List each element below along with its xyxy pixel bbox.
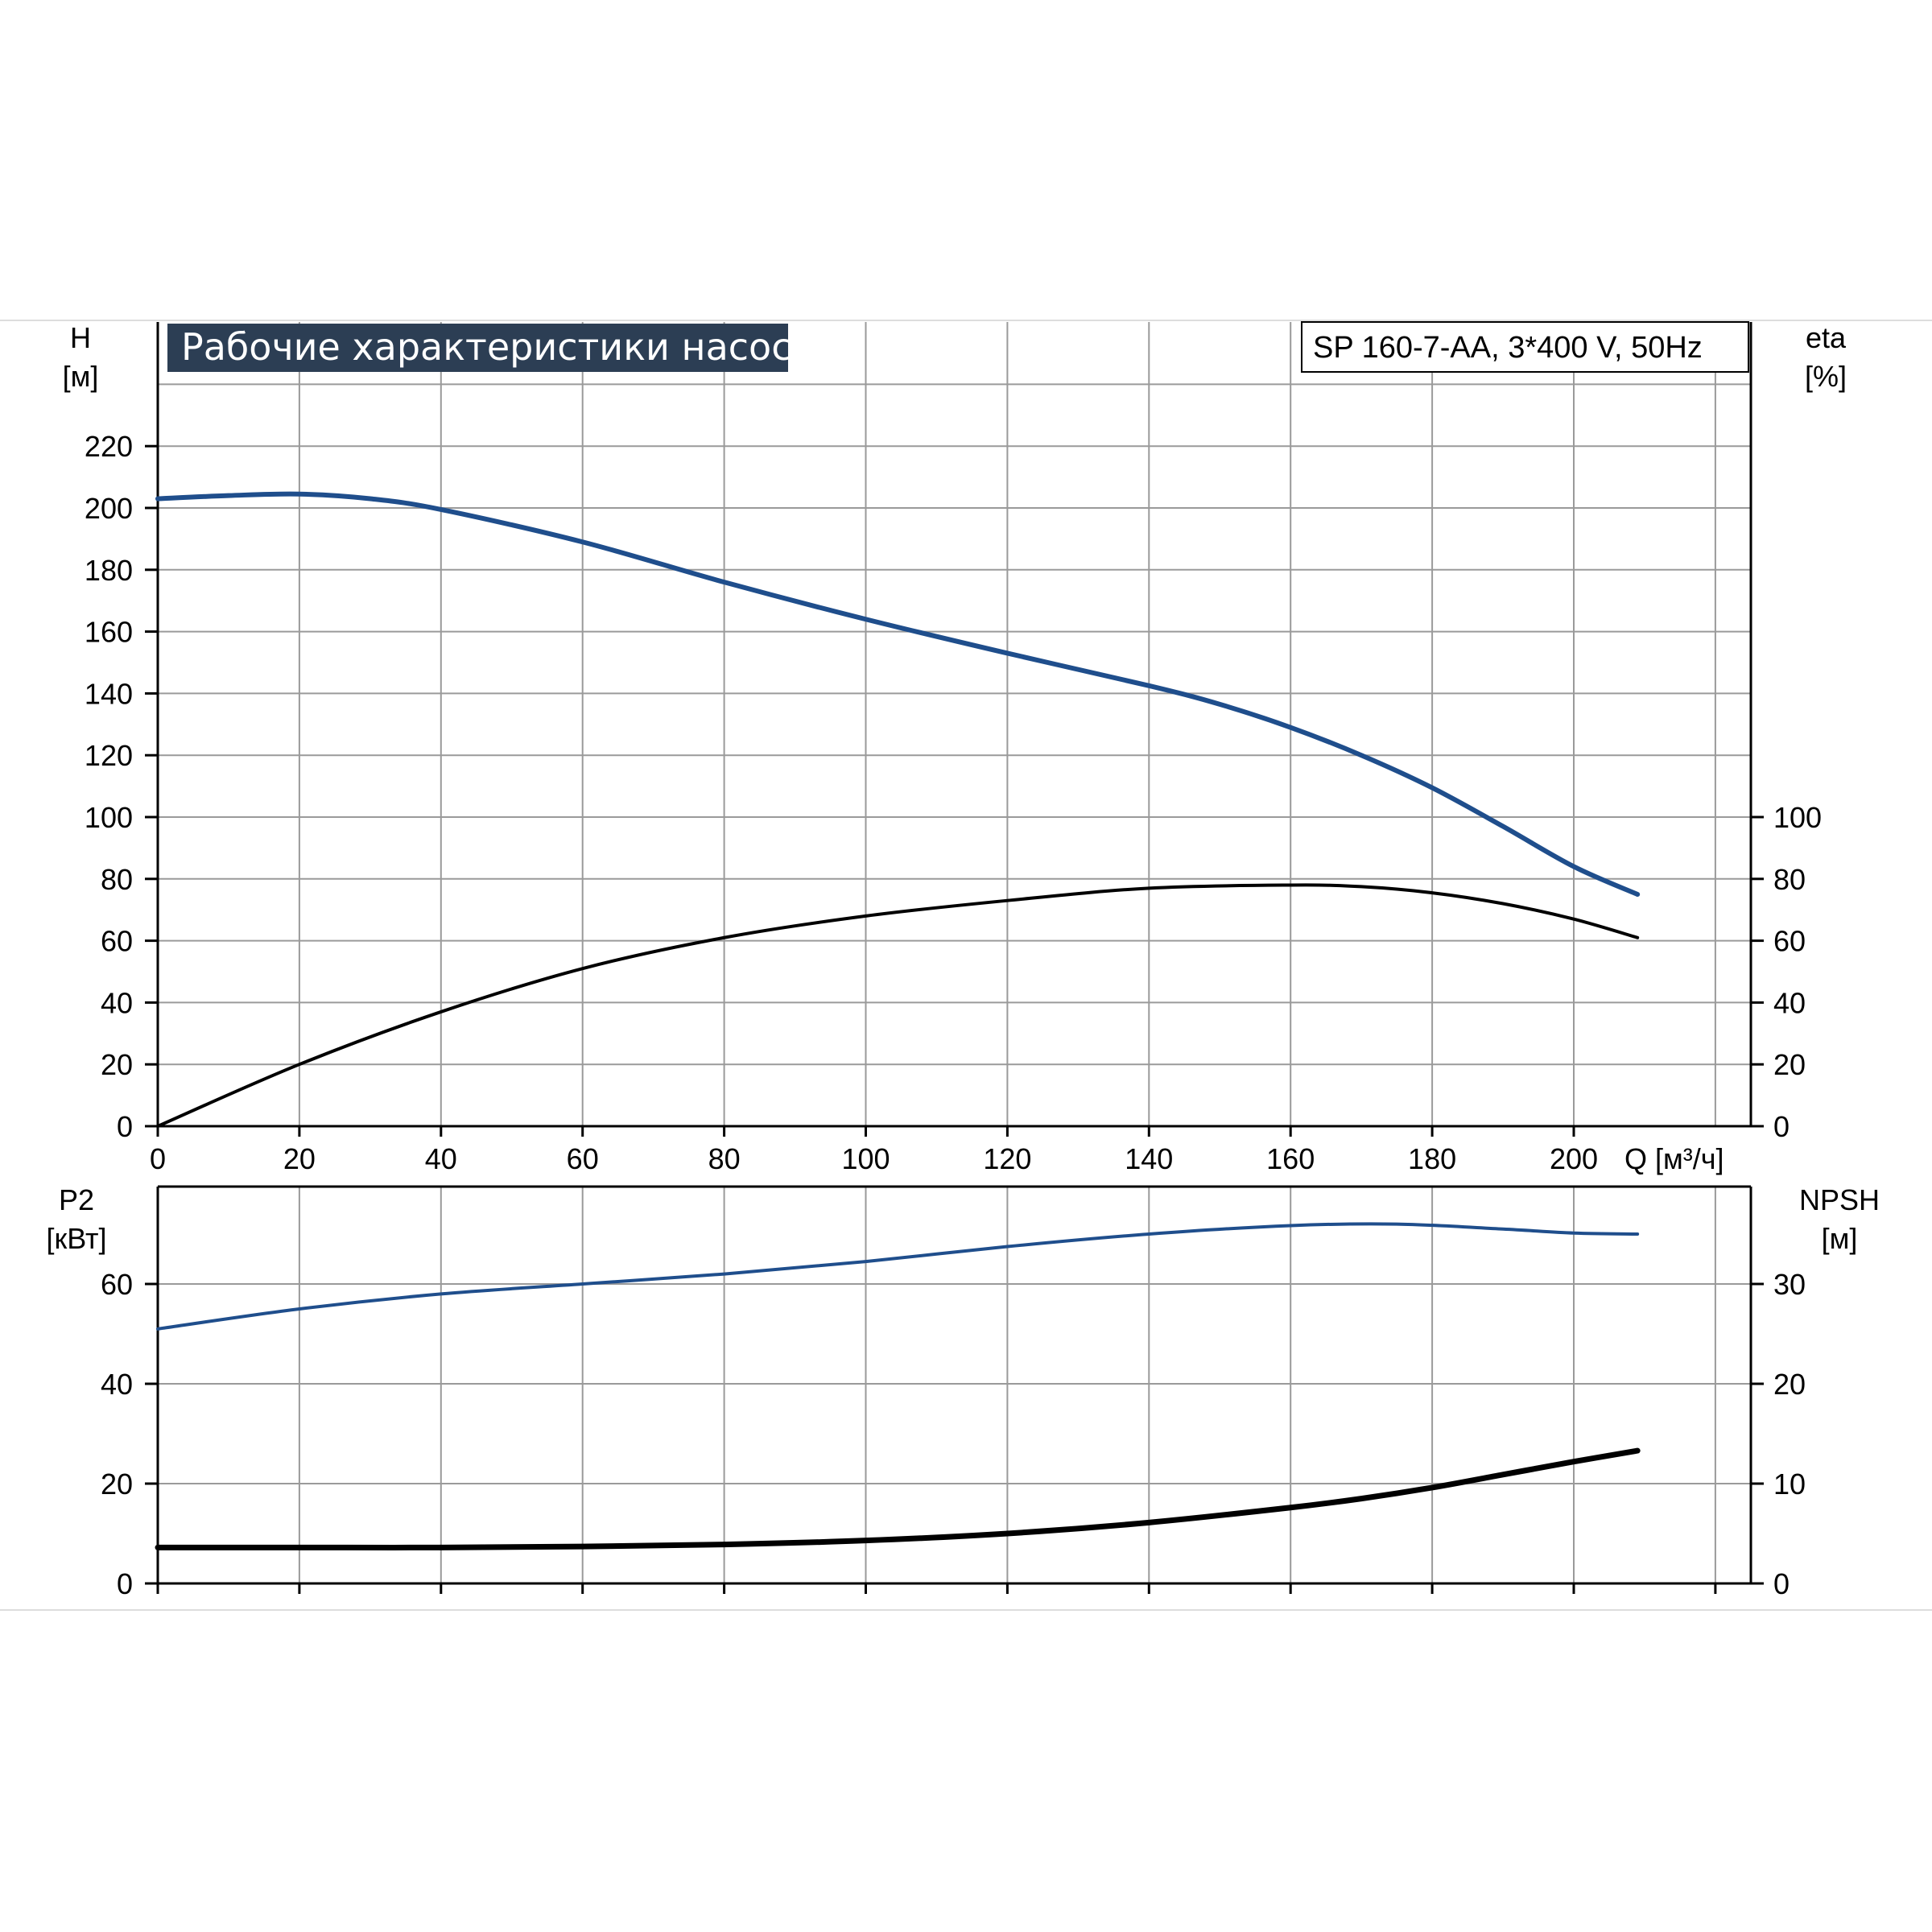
curves xyxy=(155,491,1641,1550)
npsh-tick-label: 10 xyxy=(1773,1468,1806,1501)
y-left-tick-label: 200 xyxy=(85,492,133,525)
model-box-border xyxy=(1301,321,1749,373)
x-axis-label: Q [м³/ч] xyxy=(1624,1142,1724,1175)
y-left-tick-label: 140 xyxy=(85,677,133,710)
x-tick-label: 100 xyxy=(841,1142,890,1175)
y-left-tick-label: 160 xyxy=(85,616,133,649)
top-panel-grid xyxy=(158,322,1751,1126)
y-left-tick-label: 20 xyxy=(101,1048,133,1081)
bottom-left-axis-label-line1: P2 xyxy=(59,1183,94,1216)
y-left-tick-label: 40 xyxy=(101,986,133,1019)
power-p2-curve xyxy=(156,1222,1640,1331)
x-tick-label: 20 xyxy=(283,1142,316,1175)
p2-tick-label: 60 xyxy=(101,1268,133,1301)
top-left-axis-label-line2: [м] xyxy=(63,360,99,393)
x-tick-label: 80 xyxy=(708,1142,741,1175)
bottom-right-axis-label-line2: [м] xyxy=(1822,1222,1858,1255)
p2-tick-label: 40 xyxy=(101,1368,133,1401)
x-tick-label: 120 xyxy=(983,1142,1031,1175)
model-label: SP 160-7-AA, 3*400 V, 50Hz xyxy=(1313,331,1703,365)
npsh-tick-label: 0 xyxy=(1773,1567,1790,1600)
bottom-panel-grid xyxy=(158,1187,1751,1583)
p2-tick-label: 20 xyxy=(101,1468,133,1501)
bottom-right-axis-label-line1: NPSH xyxy=(1799,1183,1880,1216)
npsh-tick-label: 30 xyxy=(1773,1268,1806,1301)
npsh-tick-label: 20 xyxy=(1773,1368,1806,1401)
p2-tick-label: 0 xyxy=(117,1567,133,1600)
tick-marks xyxy=(145,444,1764,1594)
y-right-tick-label: 20 xyxy=(1773,1048,1806,1081)
y-left-tick-label: 100 xyxy=(85,801,133,834)
y-right-tick-label: 40 xyxy=(1773,986,1806,1019)
y-left-tick-label: 80 xyxy=(101,863,133,896)
y-right-tick-label: 60 xyxy=(1773,925,1806,958)
top-right-axis-label-line2: [%] xyxy=(1805,360,1847,393)
top-panel-axes xyxy=(156,322,1752,1128)
x-tick-label: 0 xyxy=(150,1142,166,1175)
x-tick-label: 160 xyxy=(1266,1142,1315,1175)
chart-title: Рабочие характеристики насоса xyxy=(181,325,815,369)
top-right-axis-label-line1: eta xyxy=(1806,321,1847,354)
y-left-tick-label: 180 xyxy=(85,554,133,587)
y-left-tick-label: 60 xyxy=(101,925,133,958)
head-curve xyxy=(155,491,1641,897)
y-right-tick-label: 100 xyxy=(1773,801,1822,834)
y-left-tick-label: 0 xyxy=(117,1110,133,1143)
x-tick-label: 40 xyxy=(425,1142,457,1175)
y-left-tick-label: 120 xyxy=(85,739,133,772)
bottom-panel-axes xyxy=(156,1185,1752,1585)
model-box: SP 160-7-AA, 3*400 V, 50Hz xyxy=(1301,321,1749,373)
y-right-tick-label: 0 xyxy=(1773,1110,1790,1143)
x-tick-label: 140 xyxy=(1125,1142,1173,1175)
npsh-curve xyxy=(155,1447,1641,1550)
y-right-tick-label: 80 xyxy=(1773,863,1806,896)
top-left-axis-label-line1: H xyxy=(70,321,91,354)
y-left-tick-label: 220 xyxy=(85,430,133,463)
x-tick-label: 60 xyxy=(567,1142,599,1175)
x-tick-label: 200 xyxy=(1550,1142,1598,1175)
x-tick-label: 180 xyxy=(1408,1142,1456,1175)
title-background xyxy=(167,324,788,372)
chart-title-box: Рабочие характеристики насоса xyxy=(167,324,815,372)
efficiency-curve xyxy=(156,883,1640,1128)
tick-labels: 0 20 40 60 80 100 120 140 160 180 2000204060801001… xyxy=(85,430,1822,1600)
bottom-left-axis-label-line2: [кВт] xyxy=(46,1222,106,1255)
